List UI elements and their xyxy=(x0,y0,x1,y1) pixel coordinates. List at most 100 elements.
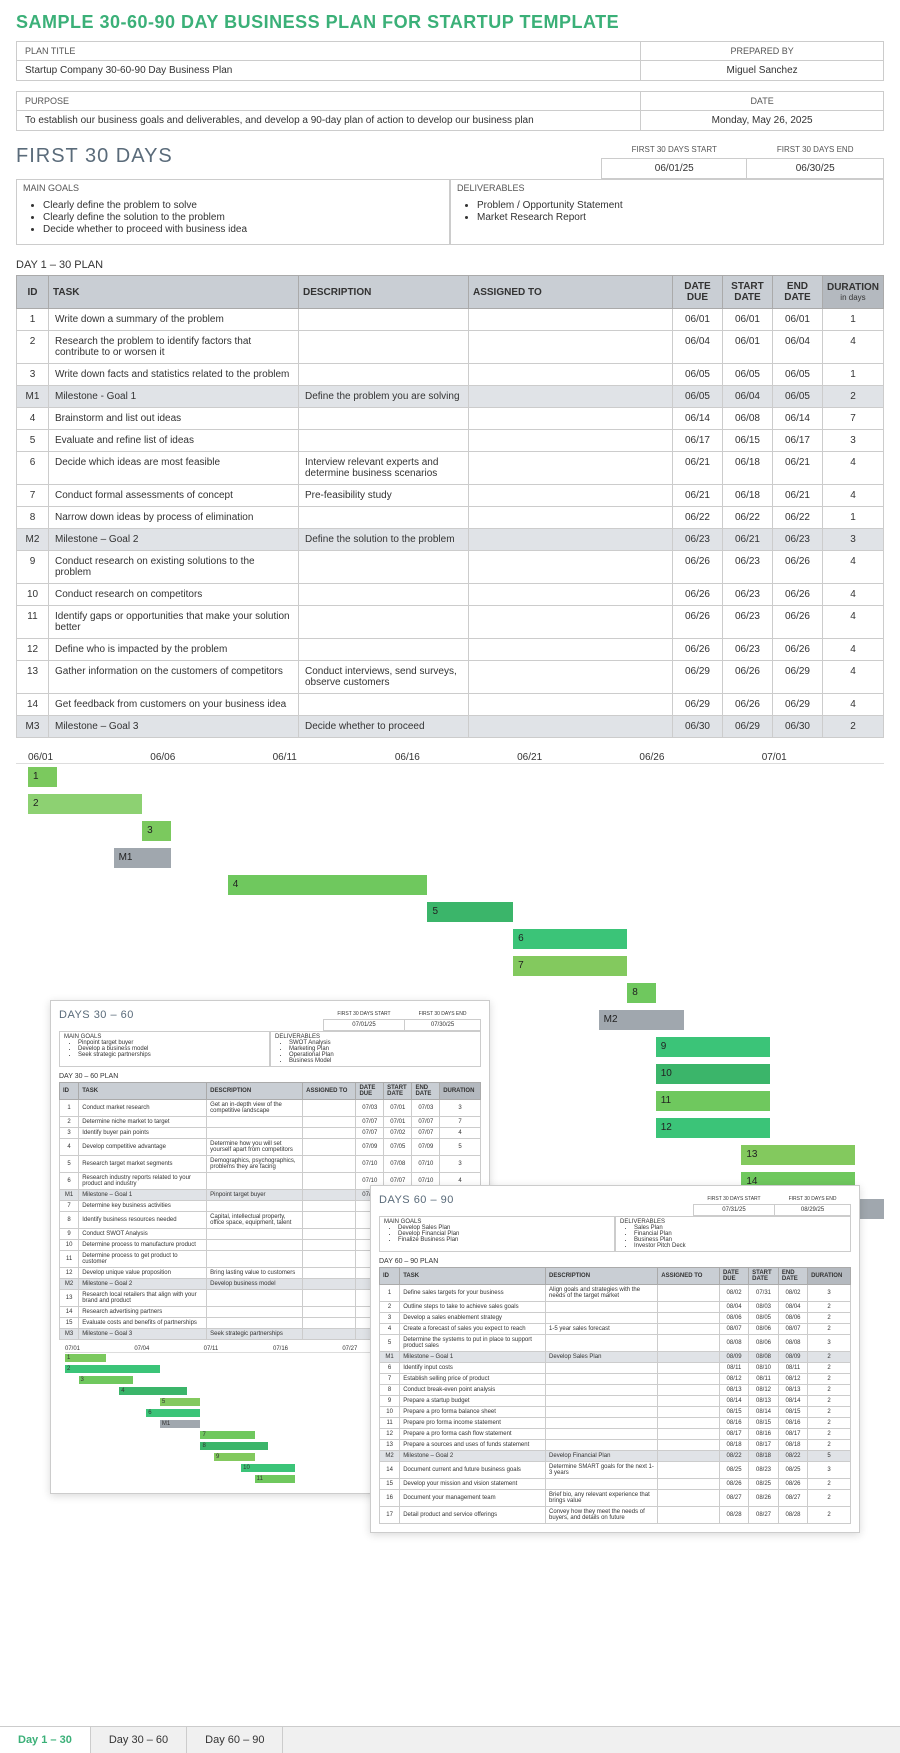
table-row: 8Conduct break-even point analysis08/130… xyxy=(380,1385,851,1396)
ov90-end: 08/29/25 xyxy=(775,1205,851,1216)
table-row: 5Determine the systems to put in place t… xyxy=(380,1335,851,1352)
table-row: 2Outline steps to take to achieve sales … xyxy=(380,1302,851,1313)
period-start-label: FIRST 30 DAYS START xyxy=(602,141,747,159)
table-row: 5Evaluate and refine list of ideas06/170… xyxy=(17,430,884,452)
period-end-label: FIRST 30 DAYS END xyxy=(747,141,884,159)
plan-title-value: Startup Company 30-60-90 Day Business Pl… xyxy=(17,61,641,81)
ov90-start-label: FIRST 30 DAYS START xyxy=(693,1194,774,1205)
ov60-plan-label: DAY 30 – 60 PLAN xyxy=(59,1073,481,1080)
prepared-by-label: PREPARED BY xyxy=(641,42,884,61)
main-goals-list: Clearly define the problem to solveClear… xyxy=(17,196,449,244)
table-row: 9Conduct research on existing solutions … xyxy=(17,551,884,584)
table-row: 13Prepare a sources and uses of funds st… xyxy=(380,1440,851,1451)
table-row: 4Create a forecast of sales you expect t… xyxy=(380,1324,851,1335)
list-item: Market Research Report xyxy=(477,212,877,223)
gantt-row: M1 xyxy=(28,848,884,872)
gantt-row: 1 xyxy=(28,767,884,791)
ov90-start: 07/31/25 xyxy=(693,1205,774,1216)
table-row: 6Decide which ideas are most feasibleInt… xyxy=(17,452,884,485)
table-row: 14Document current and future business g… xyxy=(380,1462,851,1479)
axis-label: 07/01 xyxy=(762,752,884,763)
table-row: M2Milestone – Goal 2Develop Financial Pl… xyxy=(380,1451,851,1462)
deliverables-list: Problem / Opportunity StatementMarket Re… xyxy=(451,196,883,232)
table-row: M2Milestone – Goal 2Define the solution … xyxy=(17,529,884,551)
table-row: M3Milestone – Goal 3Decide whether to pr… xyxy=(17,716,884,738)
plan-30-table: ID TASK DESCRIPTION ASSIGNED TO DATE DUE… xyxy=(16,275,884,738)
table-row: M1Milestone - Goal 1Define the problem y… xyxy=(17,386,884,408)
table-row: 2Determine niche market to target07/0707… xyxy=(60,1117,481,1128)
gantt-bar: 11 xyxy=(656,1091,770,1111)
table-row: 10Prepare a pro forma balance sheet08/15… xyxy=(380,1407,851,1418)
list-item: Clearly define the problem to solve xyxy=(43,200,443,211)
table-row: 11Prepare pro forma income statement08/1… xyxy=(380,1418,851,1429)
ov60-start-label: FIRST 30 DAYS START xyxy=(323,1009,404,1020)
sheet-tab[interactable]: Day 1 – 30 xyxy=(0,1727,91,1753)
gantt-row: 6 xyxy=(28,929,884,953)
gantt-bar: 12 xyxy=(656,1118,770,1138)
ov90-deliv-list: Sales PlanFinancial PlanBusiness PlanInv… xyxy=(620,1225,846,1249)
col-end: END DATE xyxy=(772,276,822,309)
table-row: 12Define who is impacted by the problem0… xyxy=(17,639,884,661)
plan-30-label: DAY 1 – 30 PLAN xyxy=(16,259,884,271)
table-row: 2Research the problem to identify factor… xyxy=(17,331,884,364)
prepared-by-value: Miguel Sanchez xyxy=(641,61,884,81)
gantt-bar: 4 xyxy=(228,875,428,895)
header-table: PLAN TITLE PREPARED BY Startup Company 3… xyxy=(16,41,884,81)
deliverables-label: DELIVERABLES xyxy=(451,180,883,196)
main-goals-label: MAIN GOALS xyxy=(17,180,449,196)
ov90-table: ID TASK DESCRIPTION ASSIGNED TO DATE DUE… xyxy=(379,1267,851,1524)
col-dur: DURATIONin days xyxy=(822,276,883,309)
gantt-bar: 10 xyxy=(656,1064,770,1084)
table-row: 17Detail product and service offeringsCo… xyxy=(380,1507,851,1524)
axis-label: 06/11 xyxy=(273,752,395,763)
gantt-row: 7 xyxy=(28,956,884,980)
ov60-goals-list: Pinpoint target buyerDevelop a business … xyxy=(64,1040,265,1058)
purpose-value: To establish our business goals and deli… xyxy=(17,111,641,131)
sheet-tab[interactable]: Day 60 – 90 xyxy=(187,1727,283,1753)
gantt-bar: 9 xyxy=(656,1037,770,1057)
axis-label: 06/21 xyxy=(517,752,639,763)
col-task: TASK xyxy=(49,276,299,309)
axis-label: 06/01 xyxy=(28,752,150,763)
page-title: SAMPLE 30-60-90 DAY BUSINESS PLAN FOR ST… xyxy=(16,12,884,33)
table-row: 3Write down facts and statistics related… xyxy=(17,364,884,386)
col-id: ID xyxy=(17,276,49,309)
ov90-goals-list: Develop Sales PlanDevelop Financial Plan… xyxy=(384,1225,610,1243)
period-end-value: 06/30/25 xyxy=(747,159,884,179)
gantt-row: 2 xyxy=(28,794,884,818)
table-row: 13Gather information on the customers of… xyxy=(17,661,884,694)
period-30-dates: FIRST 30 DAYS STARTFIRST 30 DAYS END 06/… xyxy=(601,141,884,179)
ov60-end-label: FIRST 30 DAYS END xyxy=(405,1009,481,1020)
ov60-end: 07/30/25 xyxy=(405,1020,481,1031)
gantt-bar: 2 xyxy=(28,794,142,814)
sheet-tabs: Day 1 – 30Day 30 – 60Day 60 – 90 xyxy=(0,1726,900,1753)
table-row: 3Develop a sales enablement strategy08/0… xyxy=(380,1313,851,1324)
table-row: 12Prepare a pro forma cash flow statemen… xyxy=(380,1429,851,1440)
table-row: 5Research target market segmentsDemograp… xyxy=(60,1156,481,1173)
col-start: START DATE xyxy=(722,276,772,309)
table-row: 11Identify gaps or opportunities that ma… xyxy=(17,606,884,639)
table-row: 9Prepare a startup budget08/1408/1308/14… xyxy=(380,1396,851,1407)
ov90-plan-label: DAY 60 – 90 PLAN xyxy=(379,1258,851,1265)
ov60-start: 07/01/25 xyxy=(323,1020,404,1031)
gantt-row: 3 xyxy=(28,821,884,845)
gantt-row: 4 xyxy=(28,875,884,899)
list-item: Decide whether to proceed with business … xyxy=(43,224,443,235)
gantt-bar: M2 xyxy=(599,1010,685,1030)
table-row: 4Brainstorm and list out ideas06/1406/08… xyxy=(17,408,884,430)
list-item: Clearly define the solution to the probl… xyxy=(43,212,443,223)
table-row: 3Identify buyer pain points07/0707/0207/… xyxy=(60,1128,481,1139)
table-row: 1Define sales targets for your businessA… xyxy=(380,1285,851,1302)
sheet-tab[interactable]: Day 30 – 60 xyxy=(91,1727,187,1753)
table-row: 6Identify input costs08/1108/1008/112 xyxy=(380,1363,851,1374)
gantt-bar: 1 xyxy=(28,767,57,787)
col-due: DATE DUE xyxy=(672,276,722,309)
gantt-bar: 3 xyxy=(142,821,171,841)
period-start-value: 06/01/25 xyxy=(602,159,747,179)
table-row: 15Develop your mission and vision statem… xyxy=(380,1479,851,1490)
gantt-bar: 8 xyxy=(627,983,656,1003)
table-row: 16Document your management teamBrief bio… xyxy=(380,1490,851,1507)
gantt-bar: 7 xyxy=(513,956,627,976)
table-row: 1Conduct market researchGet an in-depth … xyxy=(60,1100,481,1117)
table-row: 1Write down a summary of the problem06/0… xyxy=(17,309,884,331)
